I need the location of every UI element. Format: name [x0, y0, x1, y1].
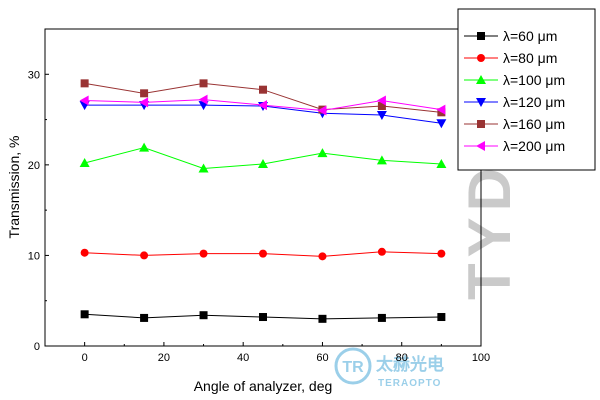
legend-marker [477, 54, 485, 62]
data-point [80, 79, 89, 88]
legend-label: λ=200 μm [503, 138, 565, 154]
series-layer [79, 79, 447, 323]
series-2 [80, 247, 446, 261]
x-axis-label: Angle of analyzer, deg [194, 378, 333, 394]
legend-label: λ=120 μm [503, 94, 565, 110]
data-point [377, 101, 386, 110]
teraopto-cn-text: 太赫光电 [376, 354, 444, 375]
data-point [139, 142, 150, 152]
y-axis-label: Transmission, % [6, 136, 22, 239]
data-point [376, 111, 387, 121]
x-tick-label: 0 [82, 352, 88, 364]
y-tick-label: 10 [28, 250, 40, 262]
data-point [198, 163, 209, 173]
data-point [436, 104, 446, 115]
legend-marker [476, 75, 486, 84]
legend-marker [477, 32, 485, 40]
data-point [140, 89, 149, 98]
legend-marker [476, 98, 486, 107]
y-tick-label: 20 [28, 160, 40, 172]
legend-label: λ=80 μm [503, 50, 557, 66]
series-3 [79, 142, 447, 173]
data-point [80, 310, 89, 319]
data-point [318, 314, 327, 323]
y-tick-label: 30 [28, 69, 40, 81]
data-point [317, 148, 328, 158]
data-point [259, 313, 267, 322]
data-point [199, 249, 208, 258]
data-point [377, 247, 386, 256]
x-tick-label: 20 [158, 352, 170, 364]
data-point [259, 85, 267, 94]
legend-label: λ=160 μm [503, 116, 565, 132]
legend-label: λ=60 μm [503, 28, 557, 44]
data-point [80, 248, 89, 257]
legend-item: λ=120 μm [464, 94, 565, 110]
data-point [318, 252, 327, 261]
data-point [140, 313, 149, 322]
data-point [139, 97, 149, 108]
data-point [79, 95, 89, 106]
data-point [376, 155, 387, 165]
x-tick-label: 100 [472, 352, 490, 364]
data-point [377, 313, 386, 322]
x-tick-label: 60 [316, 352, 328, 364]
data-point [140, 251, 149, 260]
series-6 [79, 94, 446, 116]
data-point [258, 158, 268, 168]
data-point [437, 249, 446, 258]
data-point [199, 79, 208, 88]
teraopto-logo: TR 太赫光电 TERAOPTO [334, 347, 444, 389]
legend-item: λ=100 μm [464, 72, 565, 88]
legend-item: λ=160 μm [464, 116, 565, 132]
data-point [259, 249, 267, 258]
series-1 [80, 310, 446, 323]
data-point [376, 95, 386, 106]
teraopto-logo-icon [334, 347, 372, 385]
x-tick-label: 40 [237, 352, 249, 364]
legend-marker [477, 120, 485, 128]
data-point [436, 158, 447, 168]
axis-ticks: 0 20 40 60 80 100 0 10 20 30 [28, 69, 490, 364]
legend-marker [476, 141, 485, 151]
data-point [198, 94, 208, 105]
legend-label: λ=100 μm [503, 72, 565, 88]
data-point [437, 313, 446, 322]
data-point [258, 100, 267, 111]
data-point [79, 158, 90, 168]
legend: λ=60 μm λ=80 μm λ=100 μm λ=120 μm λ=160 μm λ=… [457, 8, 596, 171]
legend-item: λ=60 μm [464, 28, 557, 44]
legend-item: λ=80 μm [464, 50, 557, 66]
data-point [317, 105, 327, 116]
x-tick-label: 80 [396, 352, 408, 364]
plot-frame [44, 28, 482, 347]
data-point [436, 119, 447, 129]
teraopto-en-text: TERAOPTO [378, 378, 441, 389]
teraopto-logo-icon-text: TR [342, 359, 364, 376]
y-tick-label: 0 [34, 341, 40, 353]
legend-item: λ=200 μm [464, 138, 565, 154]
data-point [199, 311, 208, 320]
